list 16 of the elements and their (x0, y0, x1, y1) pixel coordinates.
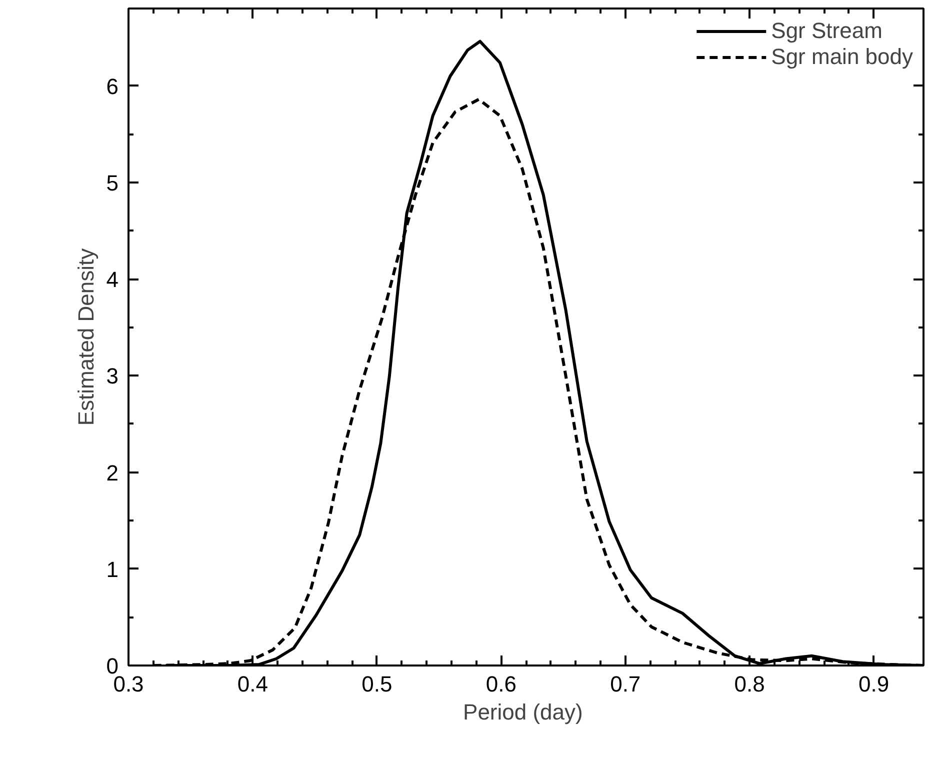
x-tick-label: 0.8 (734, 672, 765, 696)
x-tick-label: 0.4 (237, 672, 268, 696)
legend-label: Sgr main body (771, 44, 913, 70)
y-tick-label: 6 (106, 74, 119, 99)
x-tick-label: 0.7 (610, 672, 641, 696)
y-tick-label: 5 (106, 170, 119, 196)
x-tick-label: 0.6 (486, 672, 516, 696)
x-tick-label: 0.5 (362, 672, 392, 696)
y-tick-label: 2 (106, 460, 119, 486)
y-tick-label: 1 (106, 556, 119, 582)
y-tick-label: 4 (106, 267, 119, 292)
y-axis-title: Estimated Density (73, 248, 98, 426)
y-tick-label: 3 (106, 364, 119, 389)
x-axis-title: Period (day) (463, 700, 583, 724)
legend-label: Sgr Stream (771, 18, 882, 44)
x-tick-label: 0.9 (858, 672, 890, 696)
